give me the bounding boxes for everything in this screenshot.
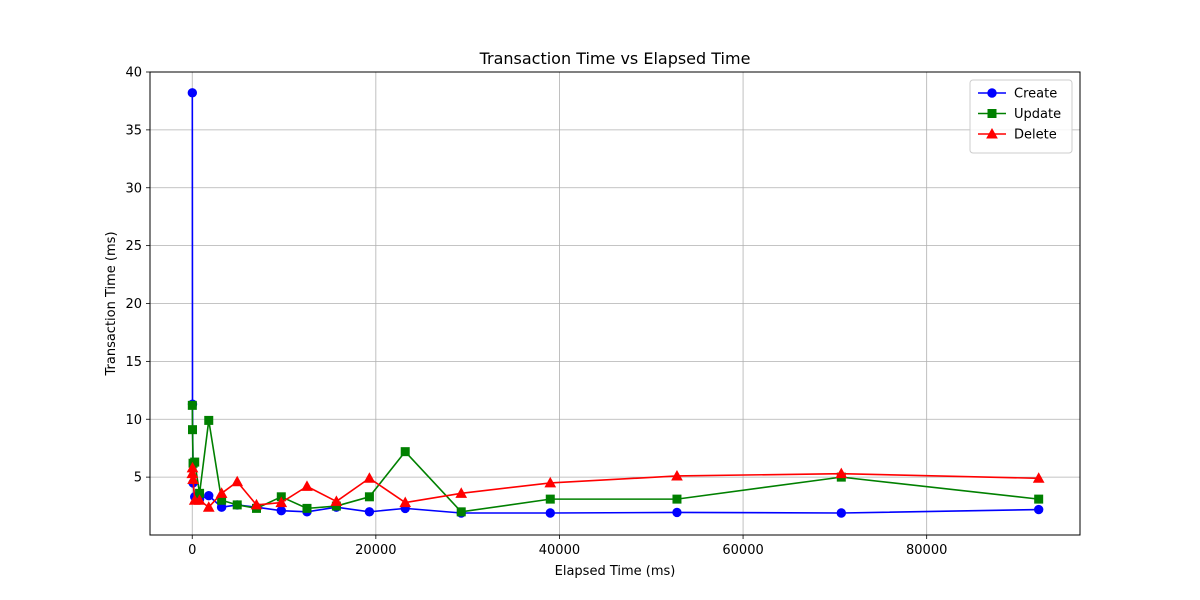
data-point-update: [302, 503, 312, 513]
y-tick-label: 15: [125, 355, 142, 370]
data-point-create: [545, 508, 555, 518]
x-axis-label: Elapsed Time (ms): [555, 564, 676, 579]
data-point-create: [672, 507, 682, 518]
y-tick-label: 35: [125, 123, 142, 138]
y-axis-label: Transaction Time (ms): [104, 231, 119, 376]
data-point-delete: [835, 467, 848, 479]
axis-ticks: 0 20000 40000 60000 80000 5 10 15 20 25 30 35 40: [125, 66, 947, 559]
data-point-delete: [455, 487, 468, 498]
y-tick-label: 30: [125, 181, 142, 196]
data-point-delete: [1032, 472, 1045, 483]
x-tick-label: 0: [188, 543, 196, 558]
legend-item-create: Create: [978, 87, 1057, 102]
legend-label-delete: Delete: [1014, 128, 1057, 143]
data-point-delete: [193, 494, 206, 505]
data-point-delete: [275, 496, 288, 508]
x-tick-label: 40000: [539, 543, 580, 558]
data-point-delete: [215, 487, 228, 498]
data-point-delete: [544, 476, 557, 488]
data-point-update: [232, 500, 242, 510]
legend-marker-update: [987, 109, 997, 118]
legend-label-update: Update: [1014, 107, 1061, 122]
grid-lines: [150, 71, 1080, 535]
x-tick-label: 20000: [355, 543, 396, 558]
data-point-delete: [330, 495, 343, 506]
data-point-update: [188, 425, 198, 435]
data-point-update: [456, 507, 466, 517]
y-tick-label: 5: [134, 471, 142, 486]
legend-label-create: Create: [1014, 87, 1057, 102]
legend-item-update: Update: [978, 107, 1061, 122]
data-point-create: [1033, 504, 1044, 515]
data-point-create: [276, 505, 286, 516]
data-point-delete: [363, 472, 376, 483]
x-tick-label: 80000: [906, 543, 947, 558]
data-point-delete: [250, 498, 263, 510]
data-point-delete: [187, 473, 199, 484]
data-point-delete: [202, 501, 215, 512]
y-tick-label: 40: [125, 66, 142, 81]
data-point-delete: [399, 496, 412, 508]
y-tick-label: 10: [125, 413, 142, 428]
data-point-create: [187, 88, 198, 98]
data-point-delete: [186, 461, 199, 473]
y-tick-label: 20: [125, 297, 142, 312]
data-point-update: [204, 415, 214, 425]
data-point-create: [836, 508, 847, 518]
legend-marker-create: [987, 88, 997, 98]
data-point-delete: [671, 469, 683, 481]
legend-marker-delete: [986, 127, 998, 139]
data-point-update: [364, 492, 374, 502]
data-point-update: [672, 494, 682, 504]
data-point-update: [400, 447, 410, 457]
legend: Create Update Delete: [969, 79, 1073, 154]
data-point-update: [545, 494, 555, 504]
legend-item-delete: Delete: [978, 128, 1057, 143]
data-point-delete: [301, 480, 313, 491]
series-layer: [186, 88, 1045, 518]
y-tick-label: 25: [125, 239, 142, 254]
series-delete: [186, 461, 1045, 512]
data-point-delete: [231, 475, 244, 487]
data-point-update: [187, 400, 197, 410]
chart-title: Transaction Time vs Elapsed Time: [479, 49, 751, 68]
data-point-update: [1034, 494, 1044, 504]
data-point-create: [204, 490, 214, 501]
x-tick-label: 60000: [722, 543, 763, 558]
data-point-create: [364, 507, 375, 517]
